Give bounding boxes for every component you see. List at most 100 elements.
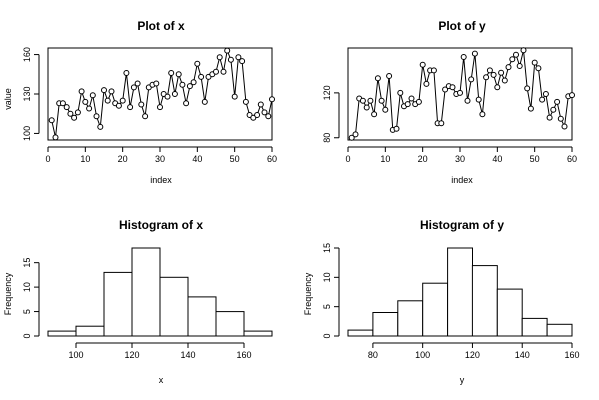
plot-of-y-x-tick-label: 20 [418, 154, 428, 164]
plot-of-y-point [501, 77, 508, 84]
plot-of-y-panel: Plot of y index 0 10 20 30 40 50 60 80 120 [322, 19, 577, 185]
plot-of-x-point [101, 87, 107, 94]
plot-of-x-point [265, 113, 272, 120]
histogram-of-x-x-tick-label: 120 [124, 350, 139, 360]
plot-of-y-point [546, 114, 553, 121]
histogram-of-x-bar [159, 276, 189, 337]
plot-of-x-point [201, 98, 208, 105]
plot-of-y-point [479, 111, 486, 118]
plot-of-x-point [142, 113, 149, 120]
plot-of-y-point [516, 63, 523, 69]
histogram-of-x-title: Histogram of x [119, 218, 203, 232]
plot-of-x-point [74, 109, 81, 116]
plot-of-x-point [157, 104, 163, 111]
plot-of-x-point [171, 91, 178, 97]
histogram-of-y-x-tick-label: 160 [564, 350, 579, 360]
plot-of-y-x-tick-label: 0 [345, 154, 350, 164]
histogram-of-x-y-tick-label: 5 [22, 309, 32, 314]
plot-of-y-y-tick-label: 80 [322, 133, 332, 143]
histogram-of-y-panel: Histogram of y y Frequency 80 100 120 140 16… [303, 218, 580, 385]
histogram-of-y-bar [447, 247, 474, 337]
plot-of-y-point [359, 97, 366, 104]
plot-of-x-x-tick-label: 20 [118, 154, 128, 164]
plot-of-x-point [123, 70, 130, 76]
plot-of-x-x-tick-label: 10 [80, 154, 90, 164]
plot-of-x-point [227, 56, 234, 63]
plot-of-y-point [468, 76, 475, 83]
plot-of-x-x-tick-label: 0 [45, 154, 50, 164]
plot-of-y-point [471, 50, 478, 57]
plot-of-y-point [419, 61, 426, 68]
plot-of-y-point [520, 47, 527, 54]
histogram-of-y-x-tick-label: 140 [515, 350, 530, 360]
plot-of-y-point [430, 67, 437, 74]
histogram-of-y-bar [521, 317, 548, 337]
histogram-of-y-y-tick-label: 15 [322, 243, 332, 253]
plot-of-y-point [404, 101, 411, 108]
plot-of-x-point [59, 100, 66, 107]
plot-of-x-y-tick-label: 160 [22, 47, 32, 62]
plot-of-x-y-tick-label: 100 [22, 126, 32, 141]
plot-of-x-point [231, 93, 238, 100]
plot-of-y-point [438, 120, 445, 127]
plot-of-y-point [460, 54, 467, 60]
plot-of-y-point [371, 111, 378, 118]
plot-of-y-point [382, 106, 389, 113]
histogram-of-x-x-tick-label: 140 [180, 350, 195, 360]
plot-of-x-point [186, 83, 193, 90]
plot-of-x-x-tick-label: 50 [230, 154, 240, 164]
plot-of-y-point [352, 131, 359, 138]
plot-of-x-point [93, 113, 100, 120]
plot-of-y-point [348, 134, 355, 141]
plot-of-y-point [535, 65, 542, 72]
plot-of-x-point [119, 97, 126, 104]
plot-of-x-point [104, 97, 111, 104]
plot-of-x-panel: Plot of x index value 0 10 20 30 40 50 60 100 13… [3, 19, 277, 185]
histogram-of-x-bar [131, 247, 161, 337]
histogram-of-y-bar [347, 329, 374, 337]
plot-of-y-point [505, 64, 512, 71]
plot-of-y-point [486, 67, 493, 74]
plot-of-x-point [71, 114, 78, 121]
plot-of-x-point [52, 134, 59, 141]
plot-of-y-point [513, 51, 519, 58]
histogram-of-x-bar [103, 271, 133, 337]
plot-of-y-point [393, 125, 400, 132]
plot-of-y-point [483, 74, 490, 81]
plot-of-y-point [397, 89, 404, 96]
plot-of-x-point [175, 71, 182, 78]
plot-of-x-point [257, 101, 264, 108]
plot-of-x-point [213, 68, 219, 75]
plot-of-y-y-tick-label: 120 [322, 85, 332, 100]
plot-of-x-point [179, 81, 186, 88]
plot-of-x-ylabel: value [3, 88, 13, 110]
plot-of-y-point [464, 97, 471, 104]
plot-of-y-point [557, 115, 564, 122]
histogram-of-y-bar [496, 288, 523, 337]
plot-of-x-point [254, 112, 261, 118]
histogram-of-x-y-tick-label: 15 [22, 258, 32, 268]
plot-of-x-plot-box [47, 47, 273, 141]
histogram-of-y-x-tick-label: 80 [368, 350, 378, 360]
plot-of-y-point [408, 95, 415, 102]
plot-of-y-point [475, 96, 482, 103]
plot-of-x-point [242, 98, 249, 105]
histogram-of-x-y-tick-label: 10 [22, 282, 32, 292]
plot-of-x-point [153, 80, 160, 87]
plot-of-x-point [183, 100, 190, 107]
plot-of-x-point [239, 58, 246, 65]
plot-of-y-point [378, 97, 385, 104]
plot-of-x-title: Plot of x [137, 19, 185, 33]
plot-of-x-point [224, 47, 231, 54]
plot-of-y-point [550, 106, 557, 113]
plot-of-y-point [363, 104, 370, 111]
histogram-of-x-bar [187, 296, 217, 337]
histogram-of-x-bar [47, 330, 77, 337]
plot-of-x-point [127, 104, 134, 111]
histogram-of-x-x-tick-label: 100 [68, 350, 83, 360]
histogram-of-y-bar [422, 282, 449, 337]
histogram-of-y-bar [397, 300, 424, 337]
histogram-of-y-bar [471, 265, 498, 337]
plot-of-x-point [86, 105, 93, 112]
plot-of-x-x-tick-label: 40 [192, 154, 202, 164]
